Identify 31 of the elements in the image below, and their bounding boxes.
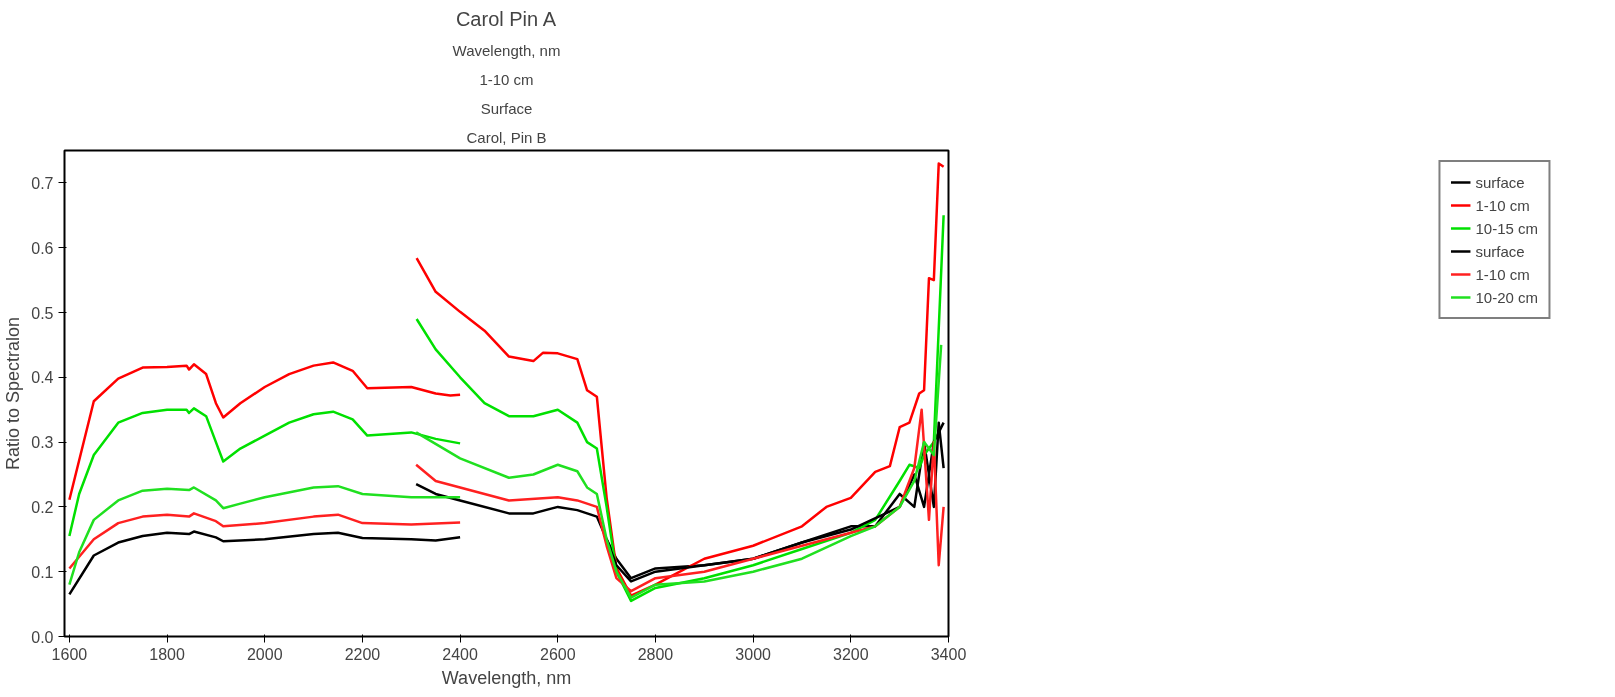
x-tick-label: 1800: [149, 645, 185, 663]
legend-label: 10-20 cm: [1475, 288, 1538, 306]
x-tick-label: 1600: [51, 645, 88, 663]
text: Surface: [480, 99, 533, 117]
x-tick-label: 2400: [442, 645, 478, 663]
chart-title: Carol Pin A: [455, 7, 557, 30]
legend-label: 1-10 cm: [1475, 196, 1530, 214]
legend-label: surface: [1475, 242, 1525, 260]
legend-label: surface: [1475, 173, 1525, 191]
x-tick-label: 2600: [539, 645, 576, 663]
text: Carol, Pin B: [466, 128, 547, 146]
x-tick-label: 2200: [344, 645, 381, 663]
text: Wavelength, nm: [452, 41, 561, 59]
y-tick-label: 0.6: [31, 239, 54, 257]
y-tick-label: 0.3: [31, 434, 54, 452]
legend-label: 10-15 cm: [1475, 219, 1538, 237]
y-tick-label: 0.7: [31, 174, 54, 192]
legend-label: 1-10 cm: [1475, 265, 1530, 283]
y-tick-label: 0.1: [31, 563, 54, 581]
y-tick-label: 0.4: [31, 369, 54, 387]
x-axis-title: Wavelength, nm: [441, 667, 572, 688]
y-tick-label: 0.5: [31, 304, 54, 322]
y-tick-label: 0.0: [31, 628, 54, 646]
y-axis-title: Ratio to Spectralon: [3, 316, 24, 471]
x-tick-label: 3000: [735, 645, 772, 663]
x-tick-label: 3200: [833, 645, 869, 663]
y-tick-label: 0.2: [31, 498, 54, 516]
x-tick-label: 2800: [637, 645, 674, 663]
text: 1-10 cm: [479, 70, 534, 88]
x-tick-label: 2000: [246, 645, 283, 663]
x-tick-label: 3400: [930, 645, 967, 663]
